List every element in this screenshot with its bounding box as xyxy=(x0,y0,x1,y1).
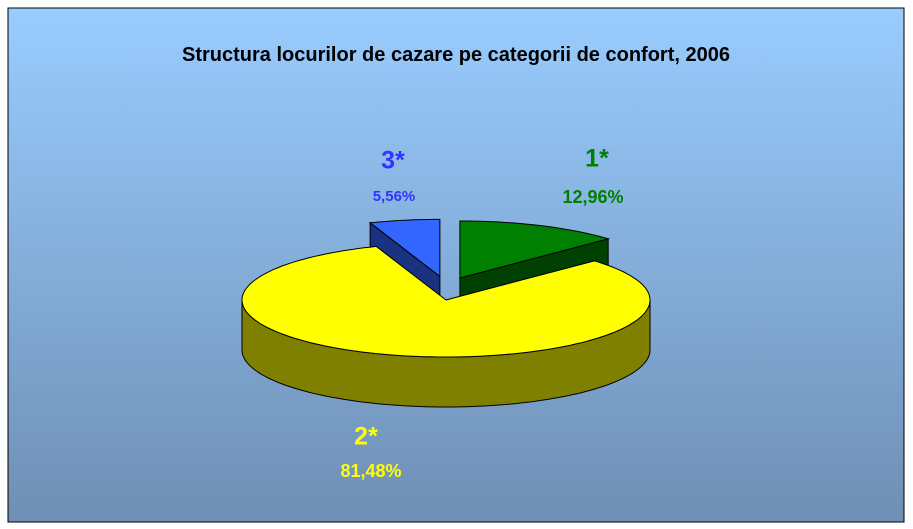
category-label: 2* xyxy=(354,423,378,451)
value-label: 81,48% xyxy=(340,461,401,481)
category-label: 3* xyxy=(381,147,405,175)
chart-title: Structura locurilor de cazare pe categor… xyxy=(182,44,730,66)
plot-background xyxy=(7,7,905,523)
value-label: 5,56% xyxy=(373,188,416,205)
slice-top xyxy=(459,220,611,279)
category-label: 1* xyxy=(585,145,609,173)
pie-slice xyxy=(241,245,651,408)
slice-top xyxy=(368,218,441,278)
slice-top xyxy=(241,245,651,358)
value-label: 12,96% xyxy=(562,187,623,207)
